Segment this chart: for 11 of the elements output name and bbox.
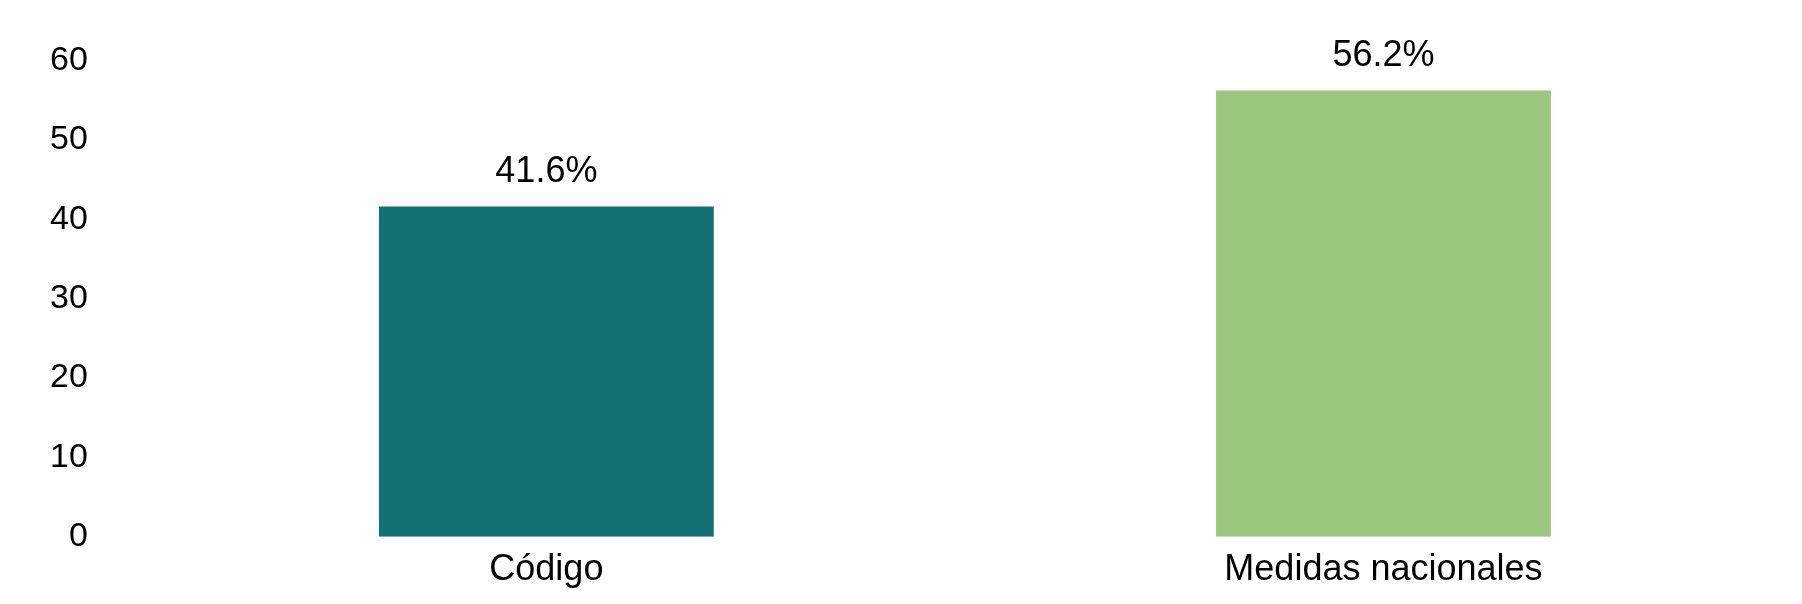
y-tick-label: 50: [49, 118, 88, 157]
data-label: 56.2%: [1332, 33, 1435, 75]
y-tick-label: 20: [49, 356, 88, 395]
y-tick-label: 60: [49, 38, 88, 77]
y-tick-label: 0: [68, 515, 88, 554]
y-tick-label: 40: [49, 197, 88, 236]
y-tick-label: 30: [49, 276, 88, 315]
x-tick-label: Medidas nacionales: [1224, 547, 1543, 589]
data-label: 41.6%: [495, 149, 598, 191]
x-tick-label: Código: [489, 547, 604, 589]
y-tick-label: 10: [49, 435, 88, 474]
